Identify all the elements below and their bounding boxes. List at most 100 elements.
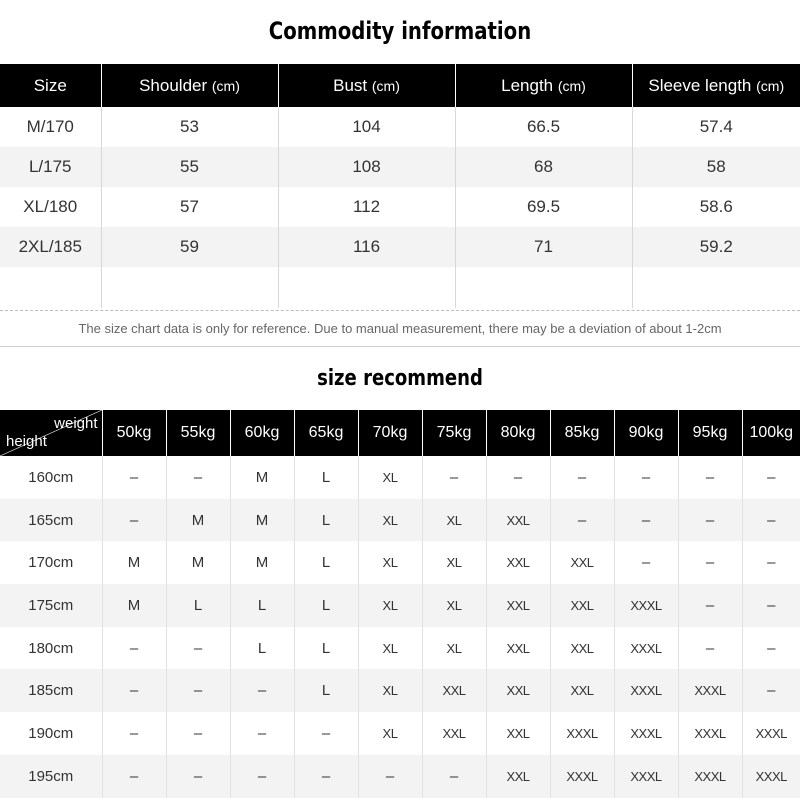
height-row: 170cm M M M L XL XL XXL XXL – – – <box>0 541 800 585</box>
height-row: 195cm – – – – – – XXL XXXL XXXL XXXL XXXL <box>0 754 800 798</box>
size-chart-row: M/170 53 104 66.5 57.4 <box>0 107 800 147</box>
recommended-size-cell: XXXL <box>613 754 678 798</box>
size-chart-cell: 116 <box>277 227 455 267</box>
recommended-size-cell: XXXL <box>741 754 800 798</box>
size-chart-empty-cell <box>100 267 278 308</box>
recommended-size-cell: – <box>165 712 230 755</box>
recommended-size-cell: – <box>101 712 166 755</box>
recommended-size-cell: XXL <box>485 626 550 670</box>
weight-header-cell: 70kg <box>357 410 422 456</box>
recommended-size-cell: L <box>293 456 358 499</box>
recommended-size-cell: M <box>229 498 294 542</box>
recommended-size-cell: – <box>741 498 800 542</box>
recommended-size-cell: XXXL <box>613 669 678 713</box>
recommended-size-cell: L <box>165 584 230 627</box>
height-cell: 160cm <box>28 468 74 486</box>
height-cell: 190cm <box>28 724 74 742</box>
size-chart-row: L/175 55 108 68 58 <box>0 147 800 187</box>
recommended-size-cell: XXL <box>421 712 486 755</box>
weight-header-cell: 55kg <box>165 410 230 456</box>
size-chart-cell: 55 <box>100 147 278 187</box>
recommended-size-cell: – <box>101 626 166 670</box>
recommended-size-cell: – <box>741 669 800 713</box>
weight-header-cell: 60kg <box>229 410 294 456</box>
size-chart-empty-cell <box>0 267 101 308</box>
recommended-size-cell: M <box>165 541 230 585</box>
recommended-size-cell: – <box>485 456 550 499</box>
recommended-size-cell: XXXL <box>613 584 678 627</box>
height-row: 185cm – – – L XL XXL XXL XXL XXXL XXXL – <box>0 669 800 713</box>
recommended-size-cell: XXL <box>485 754 550 798</box>
recommended-size-cell: XL <box>421 626 486 670</box>
size-chart-cell: 53 <box>100 107 278 147</box>
size-chart-cell: 57.4 <box>631 107 800 147</box>
recommended-size-cell: XL <box>421 541 486 585</box>
shoulder-header: Shoulder (cm) <box>100 64 278 107</box>
recommended-size-cell: – <box>229 712 294 755</box>
weight-header-row: weight height 50kg 55kg 60kg 65kg 70kg 75kg 80… <box>0 410 800 456</box>
recommended-size-cell: – <box>421 754 486 798</box>
height-cell: 185cm <box>0 669 102 713</box>
recommended-size-cell: – <box>229 669 294 713</box>
size-chart-cell: 58 <box>631 147 800 187</box>
height-cell: 180cm <box>28 639 74 657</box>
size-chart-cell: L/175 <box>0 147 101 187</box>
recommended-size-cell: XL <box>357 712 422 755</box>
size-chart-cell: 59 <box>100 227 278 267</box>
recommended-size-cell: XXXL <box>613 626 678 670</box>
recommended-size-cell: – <box>229 754 294 798</box>
weight-header-cell: 80kg <box>485 410 550 456</box>
weight-header-cell: 95kg <box>677 410 742 456</box>
recommended-size-cell: XXL <box>421 669 486 713</box>
recommended-size-cell: XXL <box>549 626 614 670</box>
size-chart-cell: 71 <box>454 227 632 267</box>
recommended-size-cell: – <box>101 498 166 542</box>
recommended-size-cell: – <box>293 712 358 755</box>
recommended-size-cell: – <box>677 584 742 627</box>
recommended-size-cell: XXL <box>549 669 614 713</box>
size-chart-table: Size Shoulder (cm) Bust (cm) Length (cm)… <box>0 64 800 308</box>
size-chart-cell: 112 <box>277 187 455 227</box>
recommended-size-cell: XXL <box>485 584 550 627</box>
recommended-size-cell: – <box>741 584 800 627</box>
height-cell: 170cm <box>28 554 74 572</box>
height-row: 190cm – – – – XL XXL XXL XXXL XXXL XXXL XXXL <box>0 712 800 755</box>
size-chart-cell: 108 <box>277 147 455 187</box>
height-row: 180cm – – L L XL XL XXL XXL XXXL – – <box>0 626 800 670</box>
recommended-size-cell: XXXL <box>741 712 800 755</box>
recommended-size-cell: XXL <box>485 541 550 585</box>
size-chart-empty-cell <box>454 267 632 308</box>
recommended-size-cell: L <box>293 626 358 670</box>
bust-header: Bust (cm) <box>277 64 455 107</box>
recommended-size-cell: L <box>293 584 358 627</box>
recommended-size-cell: – <box>677 498 742 542</box>
weight-header-cell: 85kg <box>549 410 614 456</box>
size-chart-cell: 58.6 <box>631 187 800 227</box>
recommended-size-cell: XXXL <box>613 712 678 755</box>
recommended-size-cell: – <box>357 754 422 798</box>
recommended-size-cell: – <box>677 456 742 499</box>
recommended-size-cell: XL <box>421 584 486 627</box>
recommended-size-cell: – <box>549 456 614 499</box>
recommended-size-cell: L <box>293 669 358 713</box>
size-chart-cell: 59.2 <box>631 227 800 267</box>
recommended-size-cell: L <box>293 541 358 585</box>
recommended-size-cell: XL <box>357 456 422 499</box>
recommended-size-cell: XXXL <box>677 712 742 755</box>
recommended-size-cell: XL <box>421 498 486 542</box>
weight-header-cell: 75kg <box>421 410 486 456</box>
recommended-size-cell: – <box>613 456 678 499</box>
commodity-info-title: Commodity information <box>268 17 532 45</box>
size-chart-cell: 57 <box>100 187 278 227</box>
size-chart-note: The size chart data is only for referenc… <box>78 321 722 336</box>
dashed-divider <box>0 310 800 311</box>
length-header: Length (cm) <box>454 64 632 107</box>
size-chart-empty-cell <box>277 267 455 308</box>
recommended-size-cell: – <box>101 456 166 499</box>
size-chart-cell: 69.5 <box>454 187 632 227</box>
size-chart-row: XL/180 57 112 69.5 58.6 <box>0 187 800 227</box>
recommended-size-cell: – <box>613 541 678 585</box>
sleeve-length-header: Sleeve length (cm) <box>631 64 800 107</box>
size-chart-cell: XL/180 <box>23 197 78 216</box>
recommended-size-cell: – <box>741 626 800 670</box>
